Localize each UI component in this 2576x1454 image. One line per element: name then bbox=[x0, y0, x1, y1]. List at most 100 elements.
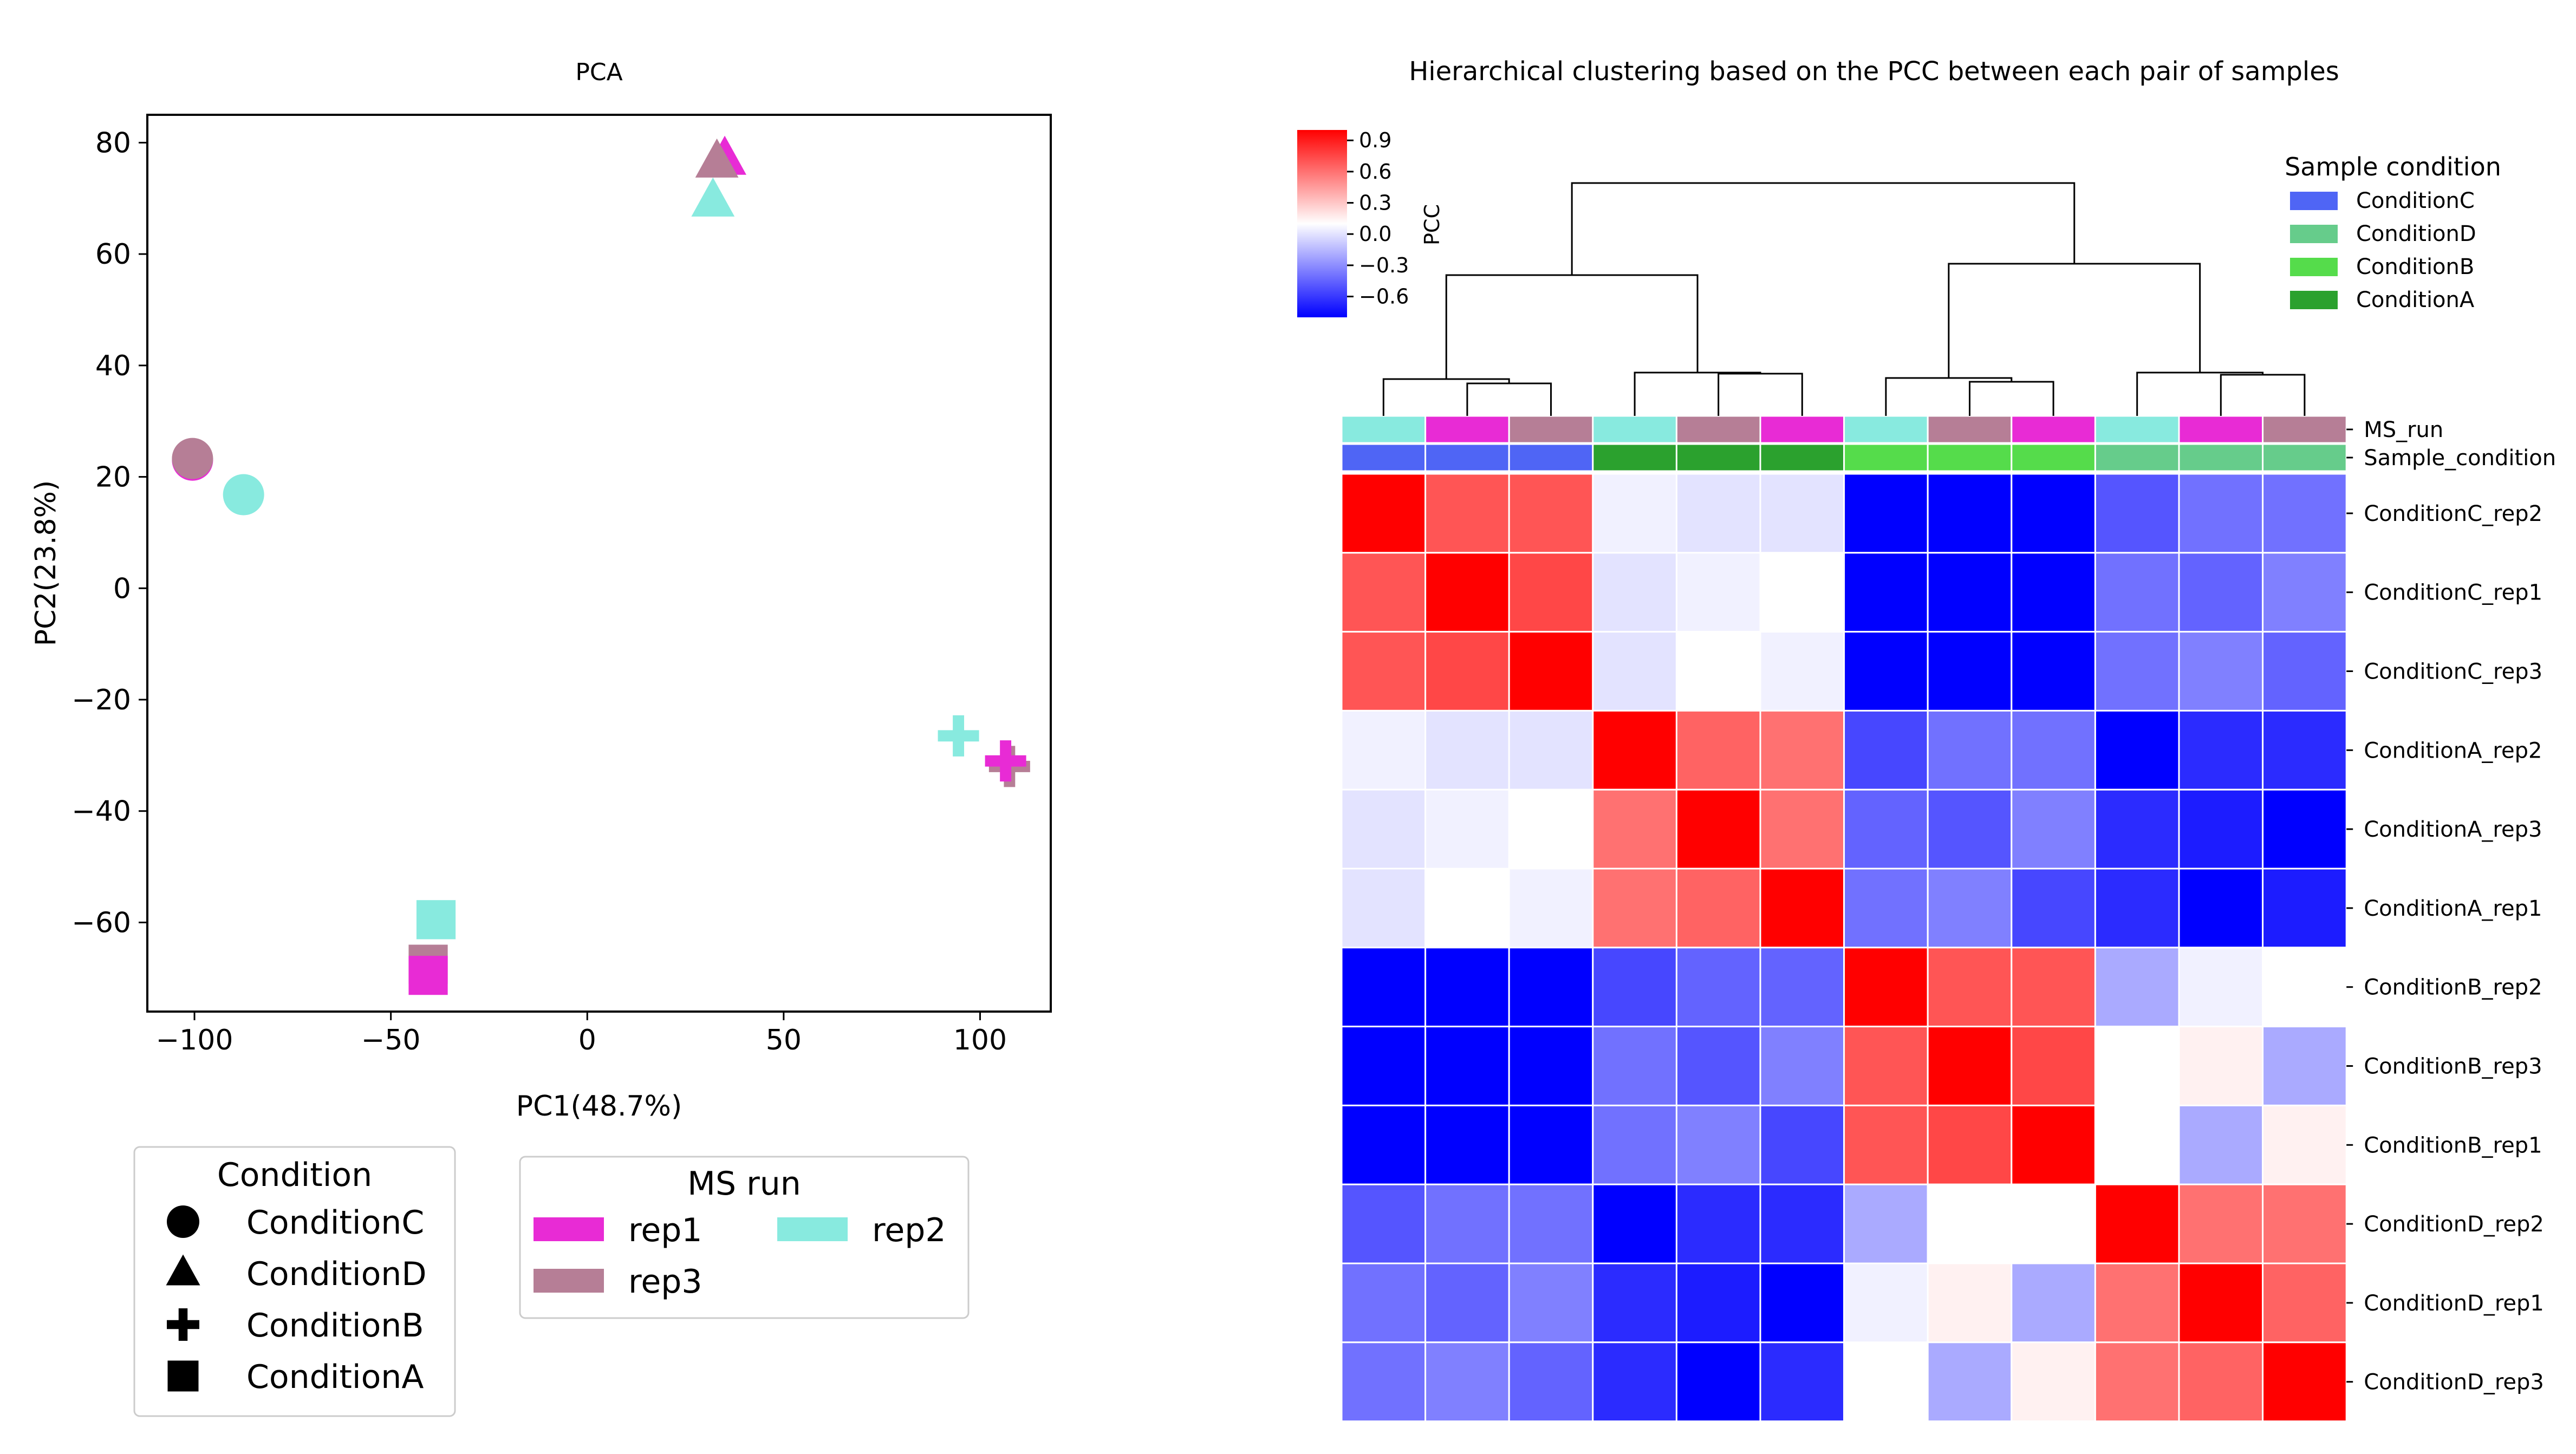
heatmap-cell bbox=[1592, 947, 1677, 1028]
condition-legend-swatch bbox=[2290, 258, 2338, 276]
pca-point-conditiona-rep1 bbox=[408, 956, 448, 995]
heatmap-cell bbox=[1759, 1026, 1845, 1106]
pca-title: PCA bbox=[575, 58, 622, 86]
heatmap-cell bbox=[1341, 947, 1427, 1028]
heatmap-cell bbox=[1508, 631, 1594, 712]
run-legend-label: rep2 bbox=[872, 1211, 946, 1249]
heatmap-cell bbox=[2178, 1183, 2264, 1264]
heatmap-cell bbox=[1424, 1341, 1510, 1423]
heatmap-cell bbox=[1424, 709, 1510, 791]
heatmap-cell bbox=[1341, 1183, 1427, 1264]
heatmap-cell bbox=[1927, 947, 2013, 1028]
annotation-row-label: Sample_condition bbox=[2364, 446, 2556, 471]
y-tick-label: 60 bbox=[95, 238, 131, 271]
colorbar-tick-label: 0.3 bbox=[1359, 191, 1391, 215]
run-legend-swatch bbox=[534, 1269, 604, 1293]
heatmap-cell bbox=[2011, 631, 2096, 712]
run-legend-frame bbox=[519, 1156, 970, 1319]
row-label: ConditionC_rep3 bbox=[2364, 660, 2542, 684]
heatmap-cell bbox=[1341, 473, 1427, 554]
heatmap-cell bbox=[1675, 709, 1761, 791]
heatmap-cell bbox=[1759, 1262, 1845, 1344]
y-tick-label: −40 bbox=[71, 796, 131, 828]
heatmap-cell bbox=[2094, 1262, 2180, 1344]
heatmap-cell bbox=[1341, 788, 1427, 870]
heatmap-cell bbox=[1424, 788, 1510, 870]
annotation-cell-ms-run bbox=[1927, 415, 2013, 444]
heatmap-cell bbox=[1341, 1026, 1427, 1106]
row-label: ConditionB_rep1 bbox=[2364, 1133, 2542, 1158]
heatmap-cell bbox=[1592, 1104, 1677, 1185]
condition-legend-label: ConditionA bbox=[2356, 288, 2475, 312]
condition-legend-label: ConditionD bbox=[2356, 221, 2476, 246]
heatmap-cell bbox=[2262, 788, 2347, 870]
heatmap-cell bbox=[1424, 1183, 1510, 1264]
heatmap-cell bbox=[2262, 631, 2347, 712]
annotation-cell-ms-run bbox=[1508, 415, 1594, 444]
annotation-cell-sample-condition bbox=[1424, 443, 1510, 472]
heatmap-cell bbox=[1759, 552, 1845, 633]
heatmap-cell bbox=[2178, 552, 2264, 633]
heatmap-cell bbox=[1592, 1262, 1677, 1344]
heatmap-panel: Hierarchical clustering based on the PCC… bbox=[1297, 56, 2556, 1423]
pca-point-conditionb-rep1 bbox=[985, 740, 1026, 782]
heatmap-cell bbox=[1675, 947, 1761, 1028]
colorbar-tick-label: 0.9 bbox=[1359, 128, 1391, 152]
heatmap-cell bbox=[1341, 1104, 1427, 1185]
pca-point-conditiona-rep2 bbox=[416, 900, 456, 940]
heatmap-cell bbox=[1508, 473, 1594, 554]
heatmap-cell bbox=[2011, 1262, 2096, 1344]
heatmap-cell bbox=[1508, 1262, 1594, 1344]
heatmap-cell bbox=[1675, 552, 1761, 633]
row-label: ConditionA_rep2 bbox=[2364, 738, 2542, 763]
heatmap-cell bbox=[2094, 947, 2180, 1028]
heatmap-cell bbox=[2262, 1104, 2347, 1185]
annotation-cell-sample-condition bbox=[1927, 443, 2013, 472]
condition-legend-frame bbox=[133, 1146, 456, 1417]
heatmap-cell bbox=[2262, 1262, 2347, 1344]
heatmap-cell bbox=[2178, 1341, 2264, 1423]
heatmap-cell bbox=[1759, 868, 1845, 949]
heatmap-cell bbox=[1424, 868, 1510, 949]
heatmap-cell bbox=[1759, 473, 1845, 554]
run-legend-swatch bbox=[534, 1217, 604, 1241]
x-tick-label: −100 bbox=[156, 1024, 233, 1057]
heatmap-cell bbox=[2011, 473, 2096, 554]
heatmap-cell bbox=[2262, 709, 2347, 791]
heatmap-cell bbox=[1759, 788, 1845, 870]
heatmap-cell bbox=[2011, 1183, 2096, 1264]
heatmap-cell bbox=[1675, 1262, 1761, 1344]
colorbar-tick-label: 0.6 bbox=[1359, 160, 1391, 184]
heatmap-cell bbox=[1927, 788, 2013, 870]
pca-point-conditiond-rep3 bbox=[695, 138, 739, 178]
heatmap-cell bbox=[1341, 1341, 1427, 1423]
condition-legend-swatch bbox=[2290, 291, 2338, 309]
heatmap-cell bbox=[1759, 1341, 1845, 1423]
heatmap-cell bbox=[1927, 709, 2013, 791]
heatmap-cell bbox=[2262, 552, 2347, 633]
heatmap-cell bbox=[2094, 473, 2180, 554]
annotation-cell-ms-run bbox=[2094, 415, 2180, 444]
pca-point-conditionc-rep2 bbox=[223, 474, 264, 516]
heatmap-cell bbox=[1592, 1183, 1677, 1264]
heatmap-cell bbox=[1843, 1026, 1929, 1106]
x-tick-label: −50 bbox=[361, 1024, 421, 1057]
heatmap-cell bbox=[1927, 473, 2013, 554]
heatmap-cell bbox=[1927, 631, 2013, 712]
heatmap-cell bbox=[1843, 631, 1929, 712]
heatmap-cell bbox=[2178, 947, 2264, 1028]
heatmap-cell bbox=[1592, 868, 1677, 949]
heatmap-cell bbox=[1508, 1026, 1594, 1106]
heatmap-cell bbox=[2094, 1026, 2180, 1106]
run-legend-label: rep3 bbox=[628, 1263, 702, 1301]
condition-legend-label: ConditionA bbox=[246, 1358, 424, 1396]
heatmap-cell bbox=[1508, 788, 1594, 870]
colorbar-tick-label: −0.3 bbox=[1359, 253, 1409, 277]
heatmap-cell bbox=[1675, 631, 1761, 712]
heatmap-cell bbox=[1927, 1104, 2013, 1185]
condition-legend-label: ConditionD bbox=[246, 1255, 427, 1293]
condition-legend-title: Condition bbox=[217, 1156, 372, 1194]
condition-legend-label: ConditionC bbox=[2356, 188, 2475, 213]
heatmap-cell bbox=[1424, 1104, 1510, 1185]
heatmap-cell bbox=[1424, 552, 1510, 633]
